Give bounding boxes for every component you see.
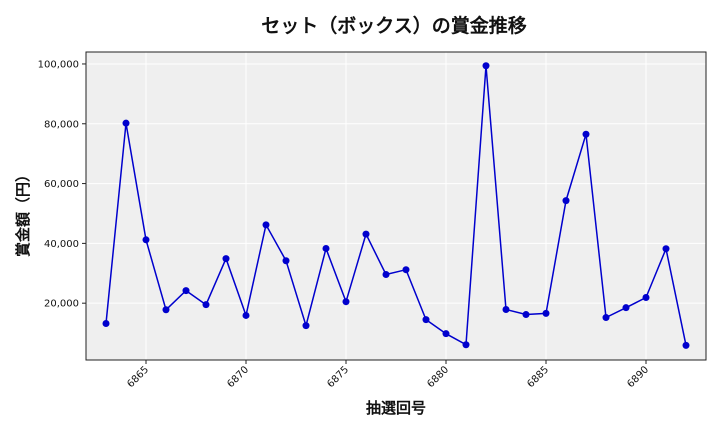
data-point [102,320,110,328]
x-tick-label: 6890 [625,364,651,390]
data-point [142,236,150,244]
grid [86,52,706,360]
y-tick-label: 100,000 [38,59,79,70]
plot-frame [85,51,707,361]
data-point [462,341,470,349]
data-point [562,197,570,205]
x-tick-label: 6880 [425,364,451,390]
data-point [542,309,550,317]
series-group [102,62,690,349]
x-axis-label: 抽選回号 [366,399,426,417]
data-point [602,314,610,322]
data-point [122,119,130,127]
y-tick-label: 60,000 [44,179,79,190]
data-point [202,301,210,309]
data-point [642,294,650,302]
data-point [682,341,690,349]
data-point [582,130,590,138]
data-point [662,245,670,253]
data-point [622,304,630,312]
data-point [282,257,290,265]
data-point [382,270,390,278]
data-point [262,221,270,229]
series-line [105,65,687,346]
data-point [522,311,530,319]
data-point [422,316,430,324]
x-tick-label: 6870 [225,364,251,390]
data-point [362,230,370,238]
x-tick-label: 6875 [325,364,351,390]
y-axis-label: 賞金額（円） [14,167,32,257]
data-point [482,62,490,70]
data-point [502,305,510,313]
data-point [242,311,250,319]
y-tick-label: 80,000 [44,119,79,130]
y-tick-label: 20,000 [44,299,79,310]
y-tick-label: 40,000 [44,239,79,250]
data-point [162,306,170,314]
x-tick-label: 6865 [125,364,151,390]
data-point [302,322,310,330]
data-point [442,330,450,338]
x-tick-label: 6885 [525,364,551,390]
data-point [342,298,350,306]
data-point [402,266,410,274]
data-point [222,255,230,263]
data-point [322,244,330,252]
chart-title: セット（ボックス）の賞金推移 [261,14,526,37]
data-point [182,287,190,295]
plot-area [86,52,706,360]
